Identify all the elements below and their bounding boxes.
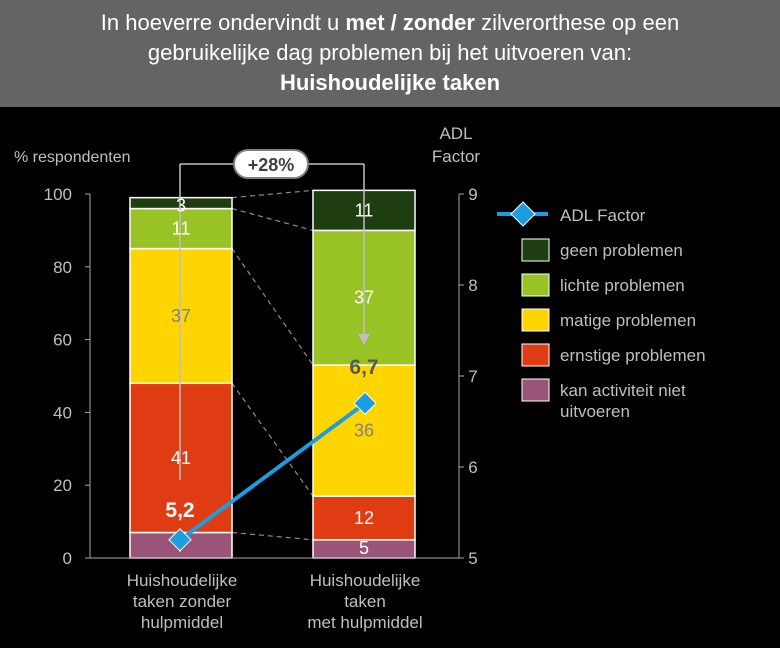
category-label: Huishoudelijke — [127, 571, 238, 590]
legend-label: lichte problemen — [560, 276, 685, 295]
category-label: hulpmiddel — [141, 613, 223, 632]
y-tick-label: 40 — [53, 403, 72, 422]
bar-value-label: 12 — [354, 508, 374, 528]
legend-label: matige problemen — [560, 311, 696, 330]
bar-value-label: 3 — [176, 196, 186, 216]
legend-label: kan activiteit niet — [560, 381, 686, 400]
bar-value-label: 5 — [359, 538, 369, 558]
bar-value-label: 11 — [355, 200, 374, 220]
legend-swatch — [521, 238, 550, 262]
connector-line — [231, 382, 314, 497]
chart-header: In hoeverre ondervindt u met / zonder zi… — [0, 0, 780, 107]
y-tick-label: 80 — [53, 258, 72, 277]
annotation-pill — [233, 149, 309, 179]
bar-value-label: 11 — [172, 219, 191, 239]
adl-marker — [168, 528, 192, 552]
legend-label: ernstige problemen — [560, 346, 706, 365]
legend-swatch — [521, 273, 550, 297]
y2-tick-label: 6 — [468, 458, 477, 477]
y2-tick-label: 5 — [468, 549, 477, 568]
connector-line — [231, 248, 314, 366]
adl-value-label: 5,2 — [165, 499, 194, 522]
header-line-3: Huishoudelijke taken — [279, 70, 501, 95]
legend-label: geen problemen — [560, 241, 683, 260]
y-axis-title: % respondenten — [14, 149, 131, 166]
header-line-2: gebruikelijke dag problemen bij het uitv… — [147, 40, 633, 65]
legend-swatch — [521, 378, 550, 402]
y2-tick-label: 8 — [468, 276, 477, 295]
connector-line — [231, 207, 314, 231]
adl-line: 5,2 6,7 — [165, 356, 379, 552]
y-tick-label: 20 — [53, 476, 72, 495]
annotation-text: +28% — [248, 155, 295, 175]
adl-marker — [353, 391, 377, 416]
connector-line — [231, 189, 314, 199]
y2-axis-title-line1: ADL — [439, 124, 472, 143]
legend-swatch — [521, 308, 550, 332]
legend-label: uitvoeren — [560, 402, 630, 421]
legend-adl-marker — [510, 201, 536, 227]
header-line-1: In hoeverre ondervindt u met / zonder zi… — [100, 10, 680, 35]
bar-value-label: 37 — [171, 306, 191, 326]
bar-value-label: 37 — [354, 288, 374, 308]
legend-label: ADL Factor — [560, 206, 646, 225]
bar-segment — [312, 495, 416, 541]
growth-annotation: +28% — [179, 149, 370, 480]
bar-segment — [129, 196, 233, 210]
category-label: taken zonder — [133, 592, 232, 611]
adl-value-label: 6,7 — [349, 356, 378, 379]
legend: ADL Factor geen problemen lichte problemen… — [497, 201, 706, 421]
y-tick-label: 100 — [44, 185, 72, 204]
y-tick-label: 60 — [53, 331, 72, 350]
category-label: taken — [344, 592, 386, 611]
legend-swatch — [521, 343, 550, 367]
bar-value-label: 36 — [354, 421, 374, 441]
bar-value-label: 41 — [171, 448, 191, 468]
category-label: met hulpmiddel — [307, 613, 422, 632]
annotation-arrowhead — [358, 334, 370, 345]
connector-lines — [231, 189, 314, 541]
y2-tick-label: 9 — [468, 185, 477, 204]
bar-value-labels: 74137113512363711 — [171, 196, 374, 558]
y2-axis-title-line2: Factor — [432, 147, 481, 166]
connector-line — [231, 531, 314, 541]
y2-tick-label: 7 — [468, 367, 477, 386]
axes: 0 20 40 60 80 100 5 6 7 8 9 % respondenten ADL Factor… — [14, 124, 480, 632]
y-tick-label: 0 — [63, 549, 72, 568]
adl-line-segment — [178, 401, 367, 542]
category-label: Huishoudelijke — [310, 571, 421, 590]
